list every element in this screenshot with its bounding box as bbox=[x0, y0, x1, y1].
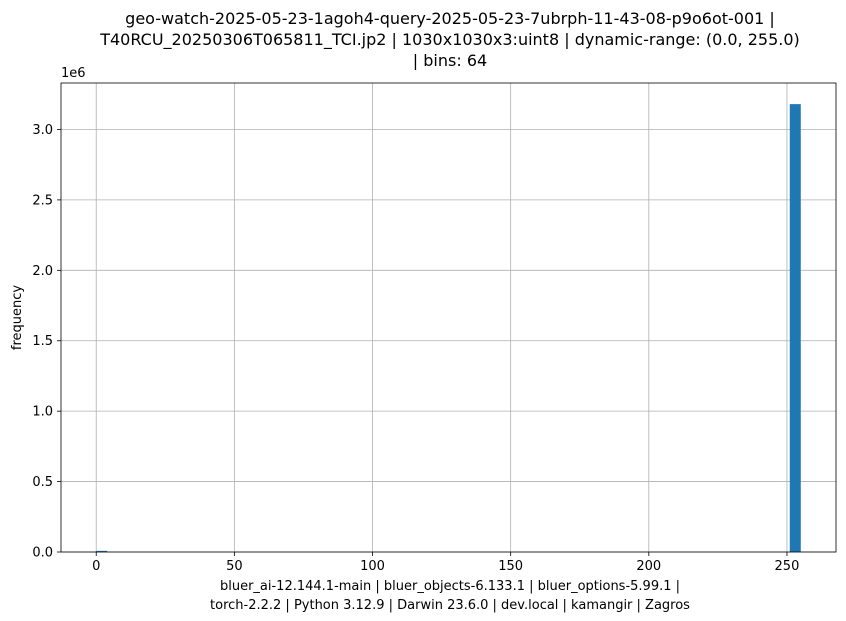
x-tick-label: 0 bbox=[92, 559, 100, 574]
y-tick-label: 1.5 bbox=[32, 334, 53, 349]
grid-lines bbox=[61, 83, 836, 553]
histogram-bar bbox=[96, 550, 108, 552]
x-tick-label: 250 bbox=[775, 559, 800, 574]
y-tick-label: 2.0 bbox=[32, 264, 53, 279]
x-axis-ticks: 0 50 100 150 200 250 bbox=[92, 552, 799, 574]
plot-frame bbox=[60, 82, 837, 553]
chart-title-line-2: T40RCU_20250306T065811_TCI.jp2 | 1030x10… bbox=[99, 30, 800, 50]
x-tick-label: 200 bbox=[636, 559, 661, 574]
y-tick-label: 0.5 bbox=[32, 475, 53, 490]
y-axis-ticks: 0.0 0.5 1.0 1.5 2.0 2.5 3.0 bbox=[32, 123, 61, 561]
chart-title-line-1: geo-watch-2025-05-23-1agoh4-query-2025-0… bbox=[125, 9, 775, 28]
x-axis-label-line-1: bluer_ai-12.144.1-main | bluer_objects-6… bbox=[220, 579, 680, 594]
bars bbox=[96, 104, 801, 552]
x-axis-label: bluer_ai-12.144.1-main | bluer_objects-6… bbox=[210, 579, 690, 613]
y-axis-label: frequency bbox=[10, 285, 25, 351]
chart-title: geo-watch-2025-05-23-1agoh4-query-2025-0… bbox=[99, 9, 800, 70]
x-tick-label: 100 bbox=[360, 559, 385, 574]
x-tick-label: 150 bbox=[498, 559, 523, 574]
x-axis-label-line-2: torch-2.2.2 | Python 3.12.9 | Darwin 23.… bbox=[210, 598, 690, 613]
y-axis-offset-label: 1e6 bbox=[61, 66, 86, 81]
y-tick-label: 1.0 bbox=[32, 405, 53, 420]
histogram-bar bbox=[789, 104, 801, 552]
y-tick-label: 2.5 bbox=[32, 193, 53, 208]
x-tick-label: 50 bbox=[226, 559, 243, 574]
chart-title-line-3: | bins: 64 bbox=[413, 51, 487, 70]
y-tick-label: 0.0 bbox=[32, 546, 53, 561]
y-tick-label: 3.0 bbox=[32, 123, 53, 138]
